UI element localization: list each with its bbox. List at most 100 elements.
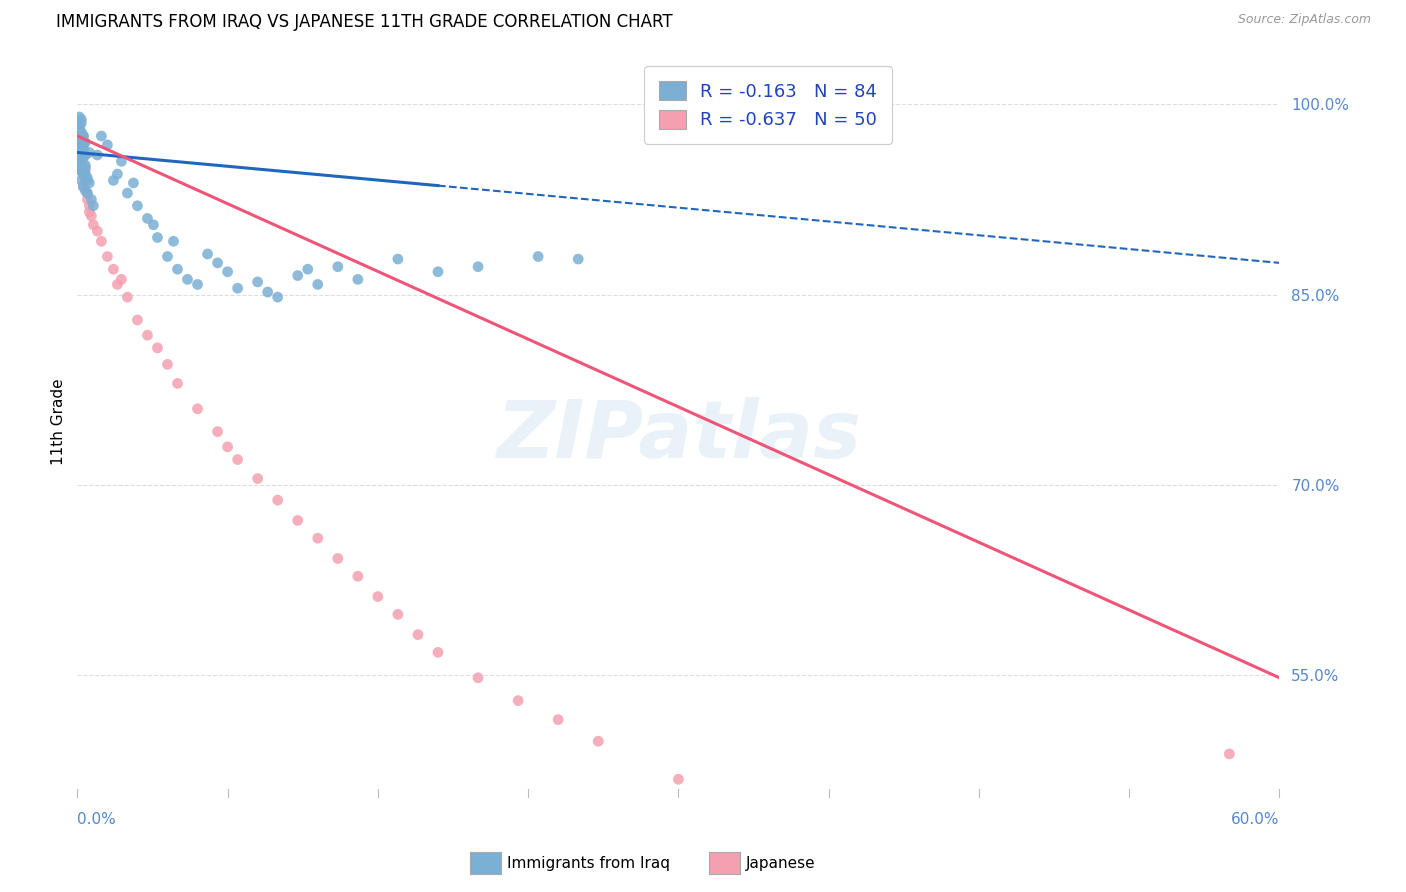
Point: [110, 154, 132, 169]
Point: [287, 513, 309, 527]
Text: Japanese: Japanese: [745, 856, 815, 871]
Point: [207, 425, 229, 439]
Point: [76, 173, 98, 187]
Point: [117, 290, 139, 304]
Point: [70, 142, 93, 156]
Point: [70, 154, 93, 169]
Point: [246, 472, 269, 486]
Point: [267, 493, 290, 508]
Point: [80, 193, 103, 207]
Point: [70, 128, 93, 143]
Point: [86, 148, 108, 162]
Point: [67, 120, 90, 135]
Legend: R = -0.163   N = 84, R = -0.637   N = 50: R = -0.163 N = 84, R = -0.637 N = 50: [644, 66, 891, 144]
Point: [326, 260, 349, 274]
Point: [82, 218, 104, 232]
Point: [76, 186, 98, 200]
Point: [326, 551, 349, 566]
Point: [67, 145, 90, 160]
Point: [267, 290, 290, 304]
Point: [567, 252, 589, 266]
Point: [297, 262, 319, 277]
Point: [67, 158, 90, 172]
Point: [75, 163, 97, 178]
Point: [103, 173, 125, 187]
Point: [307, 277, 329, 292]
Point: [67, 125, 90, 139]
Point: [166, 262, 188, 277]
Point: [80, 209, 103, 223]
Text: 60.0%: 60.0%: [1232, 812, 1279, 827]
Point: [67, 110, 90, 124]
Point: [70, 173, 93, 187]
Point: [70, 163, 93, 178]
Point: [287, 268, 309, 283]
Point: [75, 167, 97, 181]
Point: [72, 128, 94, 143]
Point: [67, 133, 90, 147]
Point: [67, 116, 90, 130]
Point: [156, 357, 179, 371]
Point: [162, 235, 184, 249]
Point: [226, 452, 249, 467]
Text: Source: ZipAtlas.com: Source: ZipAtlas.com: [1237, 13, 1371, 27]
Point: [187, 401, 209, 416]
Point: [75, 148, 97, 162]
Point: [508, 693, 530, 707]
Point: [72, 136, 94, 150]
Point: [187, 277, 209, 292]
Point: [467, 260, 489, 274]
Point: [72, 148, 94, 162]
Point: [668, 772, 690, 787]
Point: [70, 151, 93, 165]
Point: [75, 170, 97, 185]
Point: [75, 173, 97, 187]
Point: [347, 272, 370, 286]
Point: [67, 163, 90, 178]
Point: [387, 607, 409, 622]
Point: [70, 154, 93, 169]
Point: [76, 186, 98, 200]
Point: [176, 272, 198, 286]
Point: [72, 142, 94, 156]
Point: [387, 252, 409, 266]
Point: [90, 128, 112, 143]
Point: [588, 734, 610, 748]
Point: [70, 136, 93, 150]
Point: [75, 136, 97, 150]
Point: [70, 133, 93, 147]
Point: [347, 569, 370, 583]
Point: [70, 154, 93, 169]
Point: [79, 176, 101, 190]
Point: [72, 167, 94, 181]
Point: [146, 230, 169, 244]
Point: [156, 250, 179, 264]
Point: [127, 199, 149, 213]
Point: [217, 440, 239, 454]
Point: [72, 128, 94, 143]
Point: [166, 376, 188, 391]
Point: [256, 285, 278, 299]
Point: [226, 281, 249, 295]
Point: [70, 148, 93, 162]
Point: [117, 186, 139, 200]
Point: [96, 137, 118, 152]
Point: [72, 179, 94, 194]
Point: [406, 627, 429, 641]
Point: [90, 235, 112, 249]
Point: [103, 262, 125, 277]
Point: [72, 137, 94, 152]
Point: [70, 116, 93, 130]
Point: [75, 161, 97, 175]
Point: [467, 671, 489, 685]
Point: [307, 531, 329, 545]
Point: [67, 137, 90, 152]
Point: [79, 199, 101, 213]
Point: [76, 193, 98, 207]
Point: [207, 256, 229, 270]
Point: [1218, 747, 1240, 761]
Point: [70, 161, 93, 175]
Point: [107, 167, 129, 181]
Point: [79, 205, 101, 219]
Point: [79, 145, 101, 160]
